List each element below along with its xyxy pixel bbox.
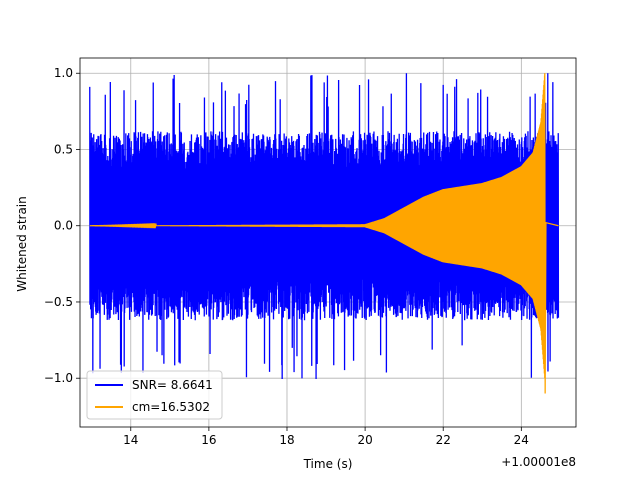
x-tick-label: 18 <box>279 433 294 447</box>
x-tick-label: 16 <box>201 433 216 447</box>
series-line-snr <box>89 73 560 380</box>
y-tick-label: −1.0 <box>44 371 73 385</box>
y-tick-label: 0.0 <box>54 219 73 233</box>
x-tick-label: 14 <box>123 433 138 447</box>
legend-label-snr: SNR= 8.6641 <box>132 378 213 392</box>
plot-area <box>79 57 577 428</box>
x-axis-label: Time (s) <box>303 457 353 471</box>
y-axis-label: Whitened strain <box>15 196 29 292</box>
x-axis-offset-label: +1.00001e8 <box>501 455 576 469</box>
x-axis: 14 16 18 20 22 24 <box>123 427 529 447</box>
x-tick-label: 24 <box>514 433 529 447</box>
legend: SNR= 8.6641 cm=16.5302 <box>86 370 223 420</box>
y-tick-label: 1.0 <box>54 66 73 80</box>
x-tick-label: 20 <box>357 433 372 447</box>
axes-frame <box>79 57 577 428</box>
x-tick-label: 22 <box>436 433 451 447</box>
legend-label-cm: cm=16.5302 <box>132 400 210 414</box>
y-tick-label: 0.5 <box>54 142 73 156</box>
y-tick-label: −0.5 <box>44 295 73 309</box>
y-axis: −1.0 −0.5 0.0 0.5 1.0 <box>44 66 80 385</box>
series-line-cm <box>89 73 559 394</box>
